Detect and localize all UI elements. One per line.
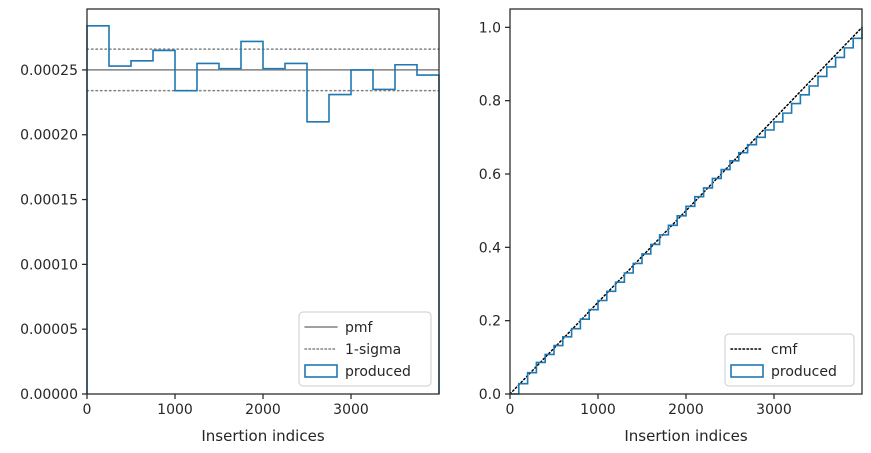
legend: cmf produced bbox=[724, 333, 855, 387]
legend-label: pmf bbox=[345, 320, 374, 336]
y-tick-label: 0.8 bbox=[479, 94, 501, 110]
y-tick-label: 0.00000 bbox=[20, 387, 78, 403]
legend-label: 1-sigma bbox=[345, 342, 401, 358]
y-tick-label: 0.00025 bbox=[20, 63, 78, 79]
legend-label: cmf bbox=[771, 342, 798, 358]
legend-label: produced bbox=[345, 364, 411, 380]
x-tick-label: 1000 bbox=[580, 402, 616, 418]
y-tick-label: 0.4 bbox=[479, 240, 501, 256]
x-tick-label: 0 bbox=[506, 402, 515, 418]
x-tick-label: 3000 bbox=[333, 402, 369, 418]
y-tick-label: 0.00015 bbox=[20, 193, 78, 209]
y-tick-label: 0.00010 bbox=[20, 257, 78, 273]
series-produced-curve bbox=[510, 27, 863, 395]
legend: pmf 1-sigma produced bbox=[298, 311, 432, 387]
x-tick-label: 1000 bbox=[157, 402, 193, 418]
y-tick-label: 0.00005 bbox=[20, 322, 78, 338]
chart-panel-2: 0 1000 2000 3000 0.0 0.2 0.4 0.6 0.8 1.0 Insertion… bbox=[479, 8, 863, 445]
y-tick-label: 0.00020 bbox=[20, 128, 78, 144]
x-tick-label: 0 bbox=[83, 402, 92, 418]
legend-box bbox=[724, 333, 855, 387]
legend-handle-produced bbox=[730, 364, 764, 378]
y-tick-label: 0.0 bbox=[479, 387, 501, 403]
series-produced-histogram bbox=[86, 25, 440, 394]
x-tick-label: 2000 bbox=[245, 402, 281, 418]
y-tick-label: 1.0 bbox=[479, 20, 501, 36]
legend-label: produced bbox=[771, 364, 837, 380]
y-tick-label: 0.6 bbox=[479, 167, 501, 183]
legend-box bbox=[298, 311, 432, 387]
chart-panel-1: 0 1000 2000 3000 0.00000 0.00005 0.00010 0.0001… bbox=[20, 8, 440, 445]
x-tick-label: 2000 bbox=[668, 402, 704, 418]
y-tick-label: 0.2 bbox=[479, 314, 501, 330]
x-axis-label: Insertion indices bbox=[624, 427, 747, 445]
x-axis-label: Insertion indices bbox=[201, 427, 324, 445]
x-tick-label: 3000 bbox=[756, 402, 792, 418]
legend-handle-produced bbox=[304, 364, 338, 378]
